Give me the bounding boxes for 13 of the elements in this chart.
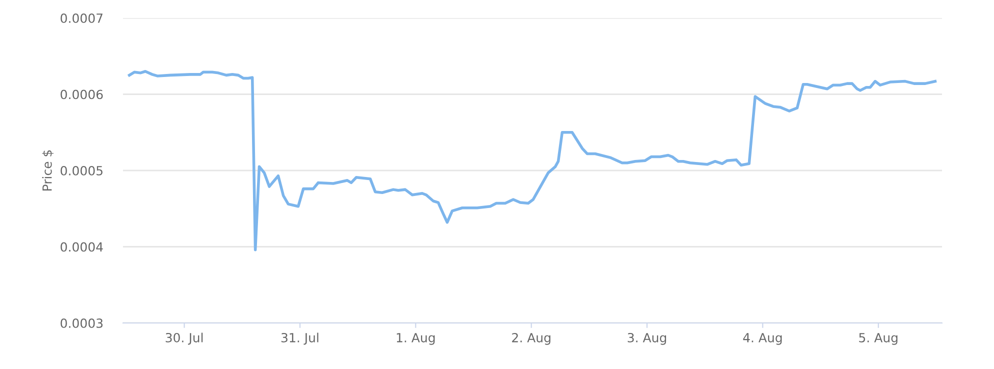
y-tick-label: 0.0004 — [60, 242, 103, 252]
y-tick-label: 0.0006 — [60, 90, 103, 100]
x-tick-label: 4. Aug — [743, 333, 782, 345]
y-tick-label: 0.0007 — [60, 13, 102, 23]
y-tick-label: 0.0003 — [60, 318, 103, 328]
x-tick-label: 30. Jul — [166, 332, 203, 345]
x-tick-label: 2. Aug — [512, 332, 550, 345]
x-tick-label: 5. Aug — [859, 333, 898, 345]
x-tick-label: 1. Aug — [396, 333, 435, 345]
x-tick-label: 3. Aug — [628, 332, 666, 345]
x-tick-label: 31. Jul — [281, 332, 318, 345]
y-axis-title: Price $ — [42, 150, 54, 190]
y-tick-label: 0.0005 — [60, 166, 102, 176]
